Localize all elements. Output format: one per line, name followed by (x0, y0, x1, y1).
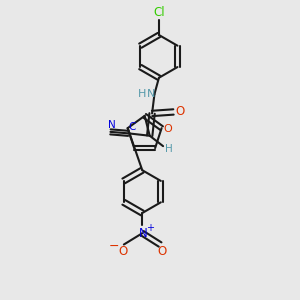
Text: O: O (176, 106, 184, 118)
Text: N: N (147, 88, 156, 98)
Text: O: O (164, 124, 172, 134)
Text: −: − (109, 240, 120, 254)
Text: N: N (108, 120, 116, 130)
Text: N: N (139, 227, 147, 240)
Text: Cl: Cl (154, 6, 165, 19)
Text: +: + (146, 224, 154, 233)
Text: H: H (165, 143, 172, 154)
Text: O: O (157, 244, 166, 258)
Text: C: C (128, 122, 136, 132)
Text: O: O (118, 244, 128, 258)
Text: H: H (138, 88, 146, 98)
